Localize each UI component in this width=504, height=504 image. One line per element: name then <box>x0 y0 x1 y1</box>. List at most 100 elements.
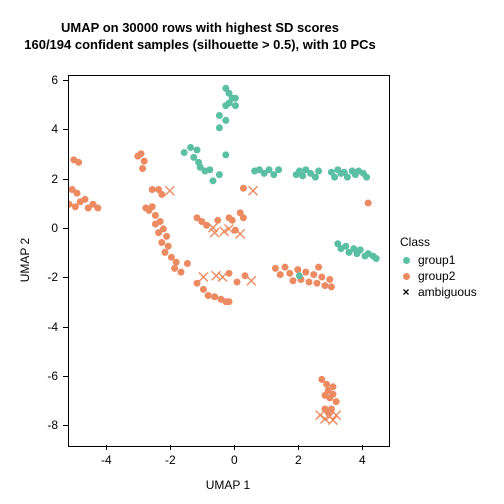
data-point <box>312 174 319 181</box>
data-point <box>216 112 223 119</box>
ambiguous-point <box>212 271 221 280</box>
data-point <box>357 246 364 253</box>
data-point <box>286 270 293 277</box>
data-point <box>234 278 241 285</box>
data-point <box>141 158 148 165</box>
legend-items: group1group2 × ambiguous <box>400 252 477 300</box>
dot-icon <box>400 270 412 282</box>
data-point <box>240 185 247 192</box>
x-tick-label: 0 <box>231 453 238 467</box>
y-tick-label: -6 <box>38 369 58 383</box>
y-tick-mark <box>63 228 68 229</box>
data-point <box>139 165 146 172</box>
data-point <box>216 124 223 131</box>
data-point <box>194 147 201 154</box>
ambiguous-point <box>332 411 341 420</box>
plot-title: UMAP on 30000 rows with highest SD score… <box>0 20 400 54</box>
x-tick-mark <box>234 445 235 450</box>
y-tick-label: 6 <box>38 73 58 87</box>
data-point <box>158 239 165 246</box>
y-axis-label-text: UMAP 2 <box>18 238 32 282</box>
data-point <box>210 177 217 184</box>
y-tick-label: 0 <box>38 221 58 235</box>
data-point <box>328 283 335 290</box>
data-point <box>331 174 338 181</box>
data-point <box>216 171 223 178</box>
data-point <box>178 269 185 276</box>
y-tick-mark <box>63 129 68 130</box>
ambiguous-point <box>236 229 245 238</box>
data-point <box>222 102 229 109</box>
data-point <box>138 150 145 157</box>
ambiguous-point <box>249 186 258 195</box>
data-point <box>315 167 322 174</box>
data-point <box>299 172 306 179</box>
legend-item: group2 <box>400 268 477 284</box>
data-point <box>275 166 282 173</box>
data-point <box>296 272 303 279</box>
data-point <box>226 298 233 305</box>
y-tick-mark <box>63 277 68 278</box>
data-point <box>162 249 169 256</box>
x-tick-label: 4 <box>359 453 366 467</box>
data-point <box>158 191 165 198</box>
data-point <box>322 282 329 289</box>
cross-icon: × <box>400 286 412 298</box>
x-tick-mark <box>170 445 171 450</box>
data-point <box>237 209 244 216</box>
data-point <box>229 217 236 224</box>
y-tick-mark <box>63 376 68 377</box>
data-point <box>214 217 221 224</box>
data-point <box>222 117 229 124</box>
ambiguous-point <box>218 273 227 282</box>
y-tick-label: 2 <box>38 172 58 186</box>
data-point <box>155 229 162 236</box>
legend-title: Class <box>400 235 477 249</box>
data-point <box>173 259 180 266</box>
data-point <box>211 293 218 300</box>
x-tick-label: -4 <box>101 453 112 467</box>
x-tick-mark <box>106 445 107 450</box>
data-point <box>75 159 82 166</box>
data-point <box>330 383 337 390</box>
data-point <box>94 204 101 211</box>
legend: Class group1group2 × ambiguous <box>400 235 477 300</box>
data-point <box>232 95 239 102</box>
x-tick-label: -2 <box>165 453 176 467</box>
data-point <box>74 190 81 197</box>
legend-item: group1 <box>400 252 477 268</box>
data-point <box>373 255 380 262</box>
scatter-svg <box>69 76 389 446</box>
y-tick-mark <box>63 80 68 81</box>
data-point <box>282 264 289 271</box>
data-point <box>363 174 370 181</box>
data-point <box>206 166 213 173</box>
y-tick-mark <box>63 327 68 328</box>
plot-area <box>68 75 390 447</box>
x-tick-label: 2 <box>295 453 302 467</box>
data-point <box>315 264 322 271</box>
data-point <box>277 271 284 278</box>
umap-scatter-plot: UMAP on 30000 rows with highest SD score… <box>0 0 504 504</box>
y-tick-label: 4 <box>38 122 58 136</box>
data-point <box>342 243 349 250</box>
y-tick-mark <box>63 425 68 426</box>
x-tick-mark <box>298 445 299 450</box>
legend-label: ambiguous <box>418 285 477 299</box>
data-point <box>165 243 172 250</box>
data-point <box>205 292 212 299</box>
y-tick-label: -8 <box>38 418 58 432</box>
ambiguous-point <box>247 276 256 285</box>
title-line-1: UMAP on 30000 rows with highest SD score… <box>61 20 339 35</box>
data-point <box>344 174 351 181</box>
data-point <box>232 102 239 109</box>
legend-label: group1 <box>418 253 455 267</box>
x-tick-mark <box>362 445 363 450</box>
data-point <box>82 196 89 203</box>
data-point <box>152 221 159 228</box>
data-point <box>294 266 301 273</box>
data-point <box>184 260 191 267</box>
data-point <box>306 278 313 285</box>
data-point <box>200 286 207 293</box>
ambiguous-point <box>165 186 174 195</box>
